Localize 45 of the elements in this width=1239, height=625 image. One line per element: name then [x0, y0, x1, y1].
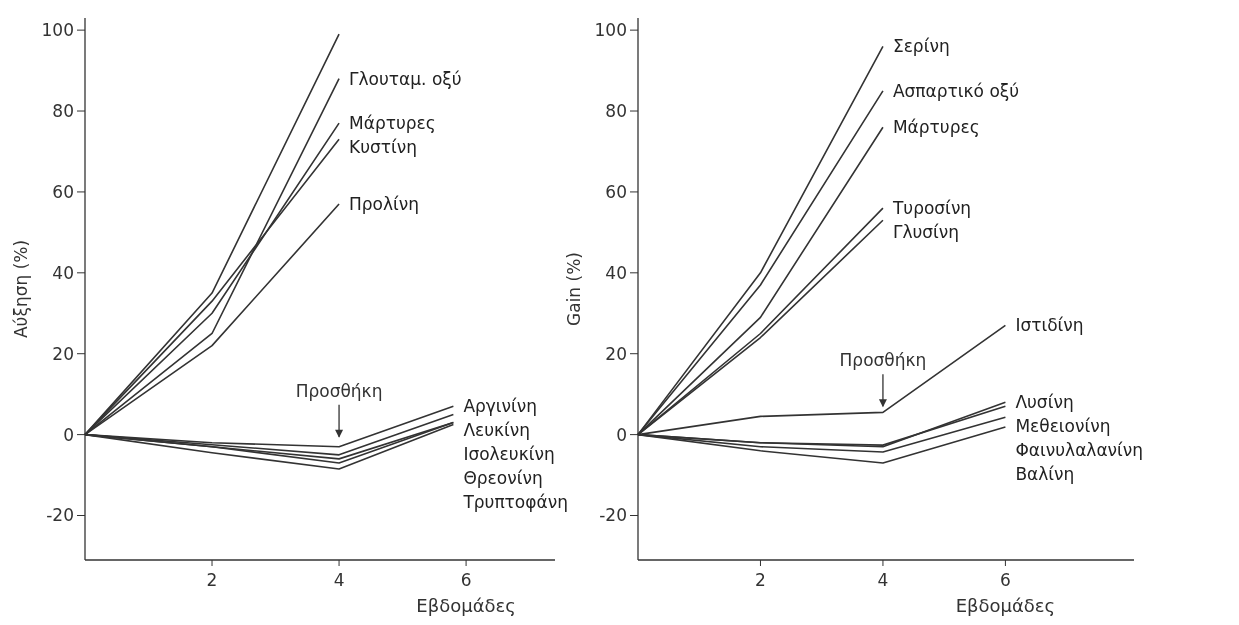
series-label: Λευκίνη — [463, 420, 531, 441]
x-axis-title: Εβδομάδες — [416, 595, 516, 616]
y-axis-title: Αύξηση (%) — [11, 239, 31, 339]
x-tick-label: 2 — [755, 570, 766, 590]
series-label: Φαινυλαλανίνη — [1015, 440, 1144, 461]
y-axis-title: Gain (%) — [564, 252, 584, 326]
series-label: Γλυσίνη — [892, 222, 960, 243]
y-tick-label: 0 — [616, 424, 627, 445]
y-tick-label: 80 — [52, 100, 74, 121]
y-tick-label: 20 — [52, 343, 74, 364]
y-tick-label: 40 — [52, 262, 74, 283]
series-label: Μάρτυρες — [349, 113, 436, 134]
x-tick-label: 6 — [460, 570, 472, 590]
x-tick-label: 6 — [999, 570, 1011, 590]
series-label: Τυροσίνη — [891, 198, 972, 219]
series-label: Προλίνη — [349, 194, 420, 215]
series-label: Γλουταμ. οξύ — [349, 68, 462, 89]
series-label: Ασπαρτικό οξύ — [892, 80, 1020, 101]
text: Τρυπτοφάνη — [462, 492, 568, 513]
series-label: Λυσίνη — [1015, 392, 1074, 413]
series-label: Αργινίνη — [463, 396, 538, 417]
y-tick-label: 100 — [594, 20, 627, 41]
y-tick-label: 60 — [605, 181, 627, 202]
series-label: Κυστίνη — [349, 137, 418, 158]
series-label: Μεθειονίνη — [1015, 416, 1111, 437]
text: Θρεονίνη — [463, 468, 543, 489]
y-tick-label: -20 — [599, 505, 627, 526]
y-tick-label: -20 — [46, 505, 74, 526]
y-tick-label: 0 — [63, 424, 74, 445]
text: Βαλίνη — [1015, 464, 1075, 485]
y-tick-label: 40 — [605, 262, 627, 283]
annotation: Προσθήκη — [839, 350, 927, 371]
series-label: Μάρτυρες — [892, 117, 980, 138]
x-tick-label: 2 — [206, 570, 218, 590]
y-tick-label: 20 — [605, 343, 627, 364]
series-label: Ισολευκίνη — [463, 444, 555, 465]
x-axis-title: Εβδομάδες — [955, 595, 1056, 616]
series-label: Σερίνη — [892, 36, 950, 57]
y-tick-label: 80 — [605, 100, 627, 121]
annotation: Προσθήκη — [295, 380, 383, 401]
series-label: Ιστιδίνη — [1015, 315, 1084, 336]
y-tick-label: 100 — [41, 20, 74, 41]
x-tick-label: 4 — [877, 570, 889, 590]
y-tick-label: 60 — [52, 181, 74, 202]
x-tick-label: 4 — [333, 570, 345, 590]
